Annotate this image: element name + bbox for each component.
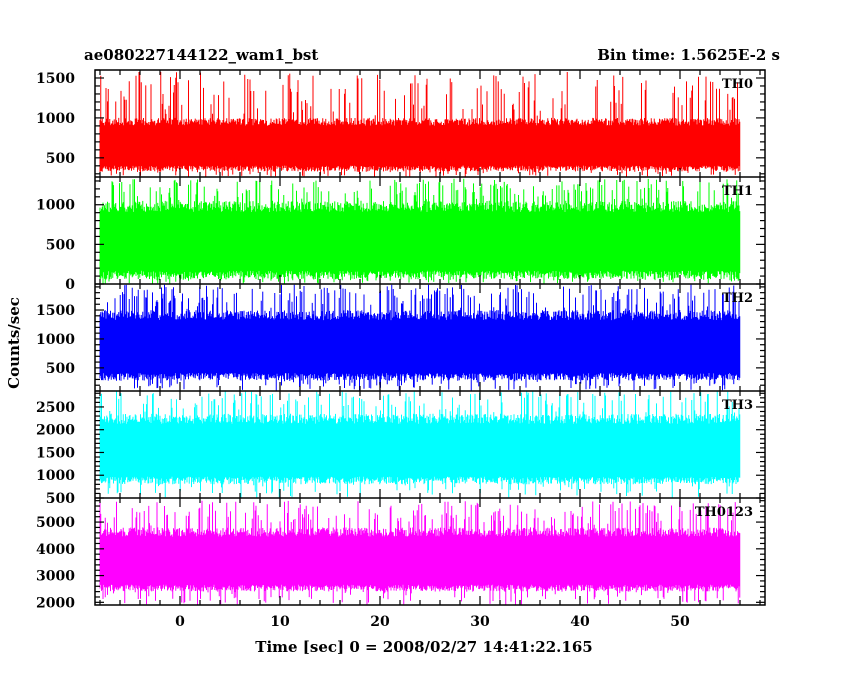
y-tick-label: 0: [65, 277, 75, 293]
th1-label: TH1: [722, 184, 753, 199]
panel-th0: TH0 500 1000 1500: [36, 69, 765, 177]
th0123-label: TH0123: [695, 505, 753, 520]
y-tick-label: 1500: [36, 303, 75, 319]
th3-trace: [99, 391, 741, 498]
plot-frame: [94, 69, 766, 606]
y-axis-title: Counts/sec: [5, 297, 23, 389]
y-tick-label: 5000: [36, 515, 75, 531]
th0-y-axis: 500 1000 1500: [36, 69, 765, 175]
y-tick-label: 1000: [36, 468, 75, 484]
th0-trace: [99, 71, 741, 177]
x-tick-label: 30: [470, 614, 490, 630]
th3-label: TH3: [722, 398, 753, 413]
panel-th2: TH2 500 1000 1500: [36, 284, 765, 392]
y-tick-label: 2000: [36, 595, 75, 611]
th3-y-axis: 500 1000 1500 2000 2500: [36, 392, 765, 507]
y-tick-label: 500: [46, 361, 75, 377]
bin-time-label: Bin time: 1.5625E-2 s: [597, 46, 780, 64]
x-tick-label: 0: [175, 614, 185, 630]
x-tick-label: 40: [570, 614, 590, 630]
th1-signal: [99, 178, 741, 284]
th0123-trace: [99, 500, 741, 605]
th2-signal: [99, 284, 741, 391]
y-tick-label: 1000: [36, 332, 75, 348]
th2-y-axis: 500 1000 1500: [36, 286, 765, 392]
panel-th3: TH3 500 1000 1500 2000 2500: [36, 391, 765, 507]
panel-frames: [94, 69, 766, 606]
y-tick-label: 1500: [36, 445, 75, 461]
th0123-signal: [99, 500, 741, 605]
th0123-y-axis: 2000 3000 4000 5000: [36, 500, 765, 611]
th0-signal: [99, 71, 741, 177]
y-tick-label: 1000: [36, 111, 75, 127]
x-axis: 0 10 20 30 40 50: [99, 70, 761, 630]
x-axis-title: Time [sec] 0 = 2008/02/27 14:41:22.165: [255, 638, 592, 656]
y-tick-label: 4000: [36, 542, 75, 558]
th2-trace: [99, 284, 741, 391]
y-tick-label: 3000: [36, 569, 75, 585]
panel-th0123: TH0123 2000 3000 4000 5000: [36, 500, 765, 611]
y-tick-label: 500: [46, 237, 75, 253]
x-tick-label: 50: [670, 614, 690, 630]
panel-th1: TH1 0 500 1000: [36, 178, 765, 293]
x-tick-label: 20: [370, 614, 390, 630]
y-tick-label: 1000: [36, 198, 75, 214]
y-tick-label: 500: [46, 491, 75, 507]
x-tick-label: 10: [270, 614, 290, 630]
y-tick-label: 2000: [36, 423, 75, 439]
y-tick-label: 500: [46, 151, 75, 167]
chart-title: ae080227144122_wam1_bst: [84, 46, 318, 64]
th1-y-axis: 0 500 1000: [36, 180, 765, 293]
th2-label: TH2: [722, 291, 753, 306]
y-tick-label: 1500: [36, 71, 75, 87]
y-tick-label: 2500: [36, 400, 75, 416]
th0-label: TH0: [722, 77, 753, 92]
th3-signal: [99, 391, 741, 498]
th1-trace: [99, 178, 741, 284]
